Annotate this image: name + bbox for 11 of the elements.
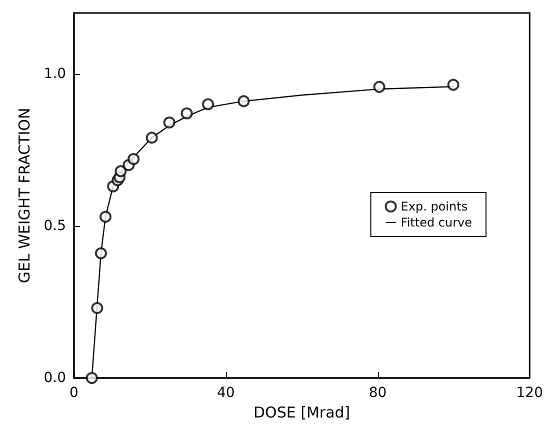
x-tick-label: 0 — [70, 385, 78, 401]
y-axis-title: GEL WEIGHT FRACTION — [16, 108, 34, 284]
legend-label: Fitted curve — [400, 216, 472, 230]
x-axis-title: DOSE [Mrad] — [253, 403, 350, 422]
x-tick-label: 80 — [368, 385, 387, 401]
x-tick-label: 120 — [516, 385, 544, 401]
legend-label: Exp. points — [400, 200, 468, 214]
x-tick-label: 40 — [216, 385, 235, 401]
y-tick-label: 0.0 — [44, 370, 66, 386]
y-tick-label: 0.5 — [44, 218, 66, 234]
y-tick-label: 1.0 — [44, 66, 66, 82]
